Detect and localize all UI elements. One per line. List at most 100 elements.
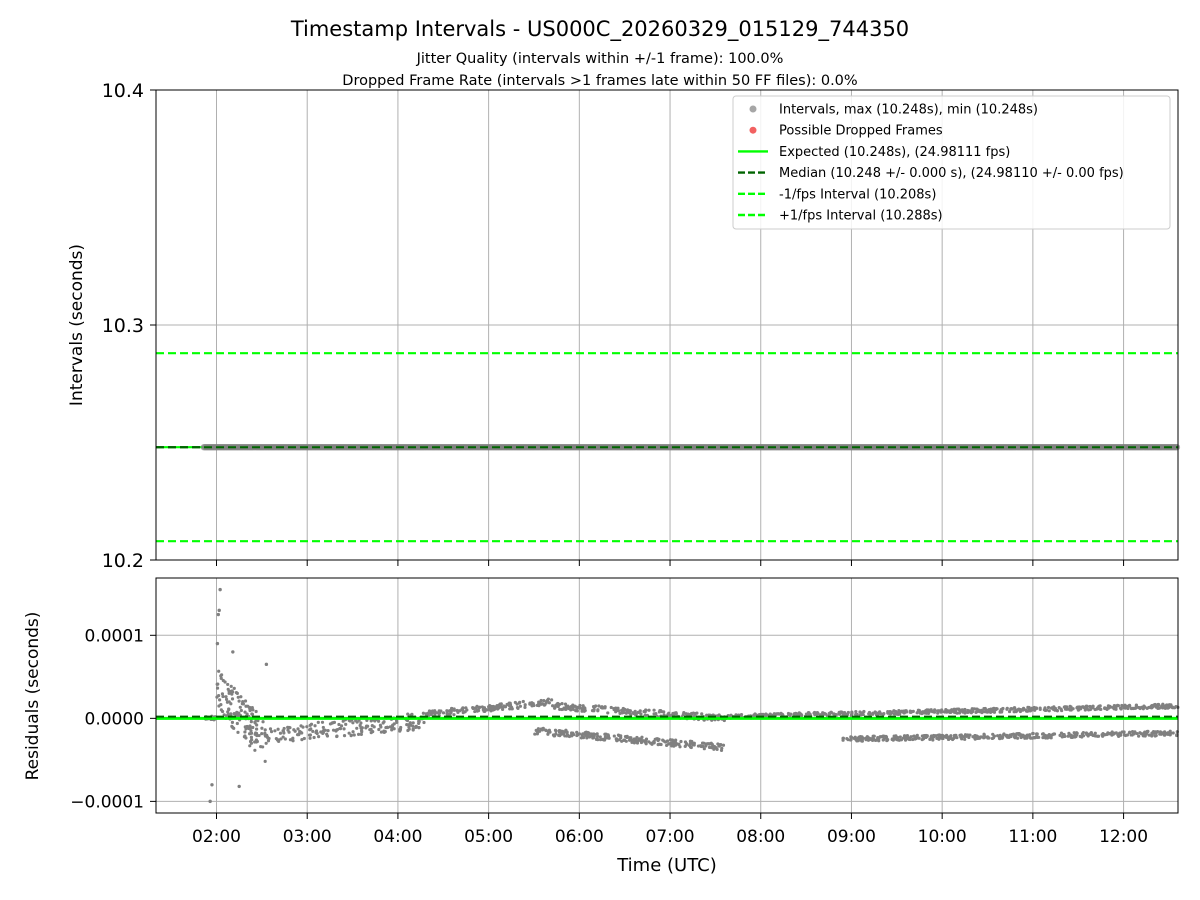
- residual-point: [764, 713, 768, 717]
- residual-point: [338, 726, 342, 731]
- residual-point: [253, 721, 257, 725]
- residual-point: [582, 708, 586, 713]
- residual-point: [1031, 731, 1035, 736]
- residual-point: [566, 705, 570, 710]
- residual-point: [320, 720, 325, 724]
- residual-point: [372, 725, 376, 729]
- residual-point: [230, 720, 235, 724]
- residual-point: [624, 711, 628, 715]
- residual-point: [351, 721, 355, 725]
- residual-point: [358, 723, 362, 728]
- residual-point: [1171, 731, 1175, 735]
- residual-point: [683, 744, 687, 748]
- residual-point: [899, 738, 904, 742]
- residual-point: [571, 731, 575, 735]
- residual-point: [217, 669, 221, 673]
- legend-entry: +1/fps Interval (10.288s): [738, 209, 943, 224]
- residual-point: [1063, 705, 1067, 709]
- residual-point: [1093, 731, 1097, 735]
- residual-point: [1063, 734, 1067, 738]
- residual-point: [449, 710, 453, 715]
- residual-point: [627, 738, 632, 742]
- residual-point: [1015, 736, 1020, 740]
- residual-point: [234, 691, 239, 695]
- legend-entry: Median (10.248 +/- 0.000 s), (24.98110 +…: [738, 166, 1124, 181]
- residual-point: [996, 734, 1000, 738]
- residual-point: [473, 706, 477, 710]
- residual-point: [302, 736, 306, 741]
- residual-point: [288, 726, 292, 730]
- residual-point: [1080, 735, 1084, 739]
- residual-point: [859, 713, 863, 717]
- residual-point: [1007, 709, 1012, 714]
- residual-point: [652, 741, 656, 745]
- residual-point: [533, 732, 537, 736]
- residual-point: [308, 736, 312, 740]
- residual-point: [460, 707, 464, 711]
- residual-point: [257, 733, 261, 738]
- residual-point: [1059, 731, 1064, 735]
- residual-point: [950, 709, 954, 713]
- residual-point: [576, 733, 580, 737]
- residual-point: [850, 710, 854, 714]
- residual-point: [667, 742, 671, 746]
- residual-point: [538, 701, 542, 705]
- residual-point: [431, 710, 435, 715]
- residual-point: [960, 734, 964, 738]
- residual-point: [564, 728, 568, 732]
- residual-point: [356, 732, 361, 736]
- residual-point: [217, 704, 221, 708]
- subtitle-dropped: Dropped Frame Rate (intervals >1 frames …: [342, 73, 857, 89]
- residual-point: [229, 713, 233, 717]
- residual-point: [273, 729, 277, 733]
- residual-point: [633, 737, 637, 741]
- residual-point: [1156, 702, 1160, 707]
- residual-point: [896, 711, 900, 715]
- residual-point: [1095, 734, 1099, 738]
- residual-point: [937, 709, 941, 713]
- residual-point: [963, 710, 967, 714]
- residual-point: [405, 722, 409, 727]
- residual-point: [383, 730, 387, 734]
- residual-point: [1014, 734, 1018, 738]
- residual-point: [976, 736, 980, 740]
- residual-point: [1050, 706, 1055, 710]
- residual-point: [1144, 730, 1148, 735]
- residual-point: [1085, 732, 1089, 736]
- residual-point: [642, 739, 646, 743]
- residual-point: [603, 735, 608, 739]
- residual-point: [553, 705, 557, 709]
- residual-point: [992, 710, 997, 714]
- residual-point: [597, 704, 601, 708]
- residual-point: [349, 734, 353, 738]
- residual-point: [904, 709, 908, 713]
- residual-point: [1005, 733, 1009, 737]
- residual-point: [892, 709, 896, 713]
- legend-entry: Intervals, max (10.248s), min (10.248s): [749, 103, 1038, 118]
- residual-point: [1172, 706, 1177, 710]
- residual-point: [945, 710, 949, 714]
- residual-point: [411, 721, 415, 725]
- residual-point: [1025, 709, 1030, 713]
- residual-point: [1009, 707, 1013, 711]
- residual-point: [254, 727, 259, 731]
- residual-point: [780, 713, 784, 717]
- residual-point: [219, 676, 223, 680]
- residual-point: [307, 733, 312, 737]
- residual-point: [903, 735, 907, 739]
- residual-point: [232, 686, 236, 691]
- residual-point: [231, 725, 235, 730]
- residual-point: [849, 735, 854, 739]
- residual-point: [1127, 703, 1132, 707]
- residual-point: [864, 738, 868, 742]
- residual-point: [815, 712, 819, 716]
- residual-point: [1068, 704, 1072, 708]
- residual-point: [226, 682, 230, 687]
- residual-point: [772, 712, 776, 716]
- residual-point: [1096, 707, 1100, 711]
- residual-point: [314, 729, 319, 733]
- residual-point: [644, 708, 648, 712]
- residual-point: [286, 728, 290, 732]
- residual-point: [854, 710, 858, 714]
- residual-point: [243, 734, 247, 738]
